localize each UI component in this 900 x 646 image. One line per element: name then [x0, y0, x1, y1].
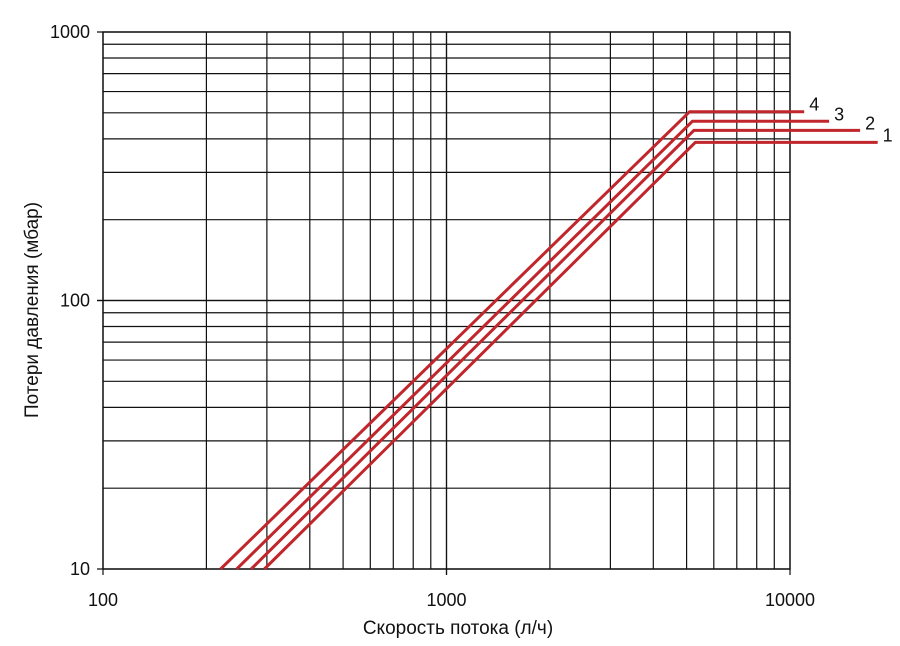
- series-line-4: [219, 110, 805, 571]
- series-label-1: 1: [883, 125, 893, 145]
- series-group: [219, 110, 878, 571]
- series-line-3: [235, 119, 830, 571]
- series-label-3: 3: [834, 104, 844, 124]
- x-axis-title: Скорость потока (л/ч): [363, 618, 553, 639]
- series-labels: 12 34: [809, 95, 892, 146]
- y-tick-label: 100: [60, 291, 90, 311]
- x-tick-labels: 100 1000 10000: [88, 590, 815, 610]
- grid: [97, 31, 791, 575]
- y-tick-label: 10: [70, 559, 90, 579]
- plot-area: [102, 31, 791, 570]
- series-line-2: [250, 128, 861, 571]
- series-label-2: 2: [865, 113, 875, 133]
- y-axis-title: Потери давления (мбар): [22, 202, 43, 418]
- y-tick-labels: 10 100 1000: [50, 22, 90, 579]
- x-tick-label: 100: [88, 590, 118, 610]
- y-tick-label: 1000: [50, 22, 90, 42]
- series-label-4: 4: [809, 95, 819, 115]
- series-line-1: [263, 140, 878, 571]
- x-tick-label: 1000: [426, 590, 466, 610]
- x-tick-label: 10000: [765, 590, 815, 610]
